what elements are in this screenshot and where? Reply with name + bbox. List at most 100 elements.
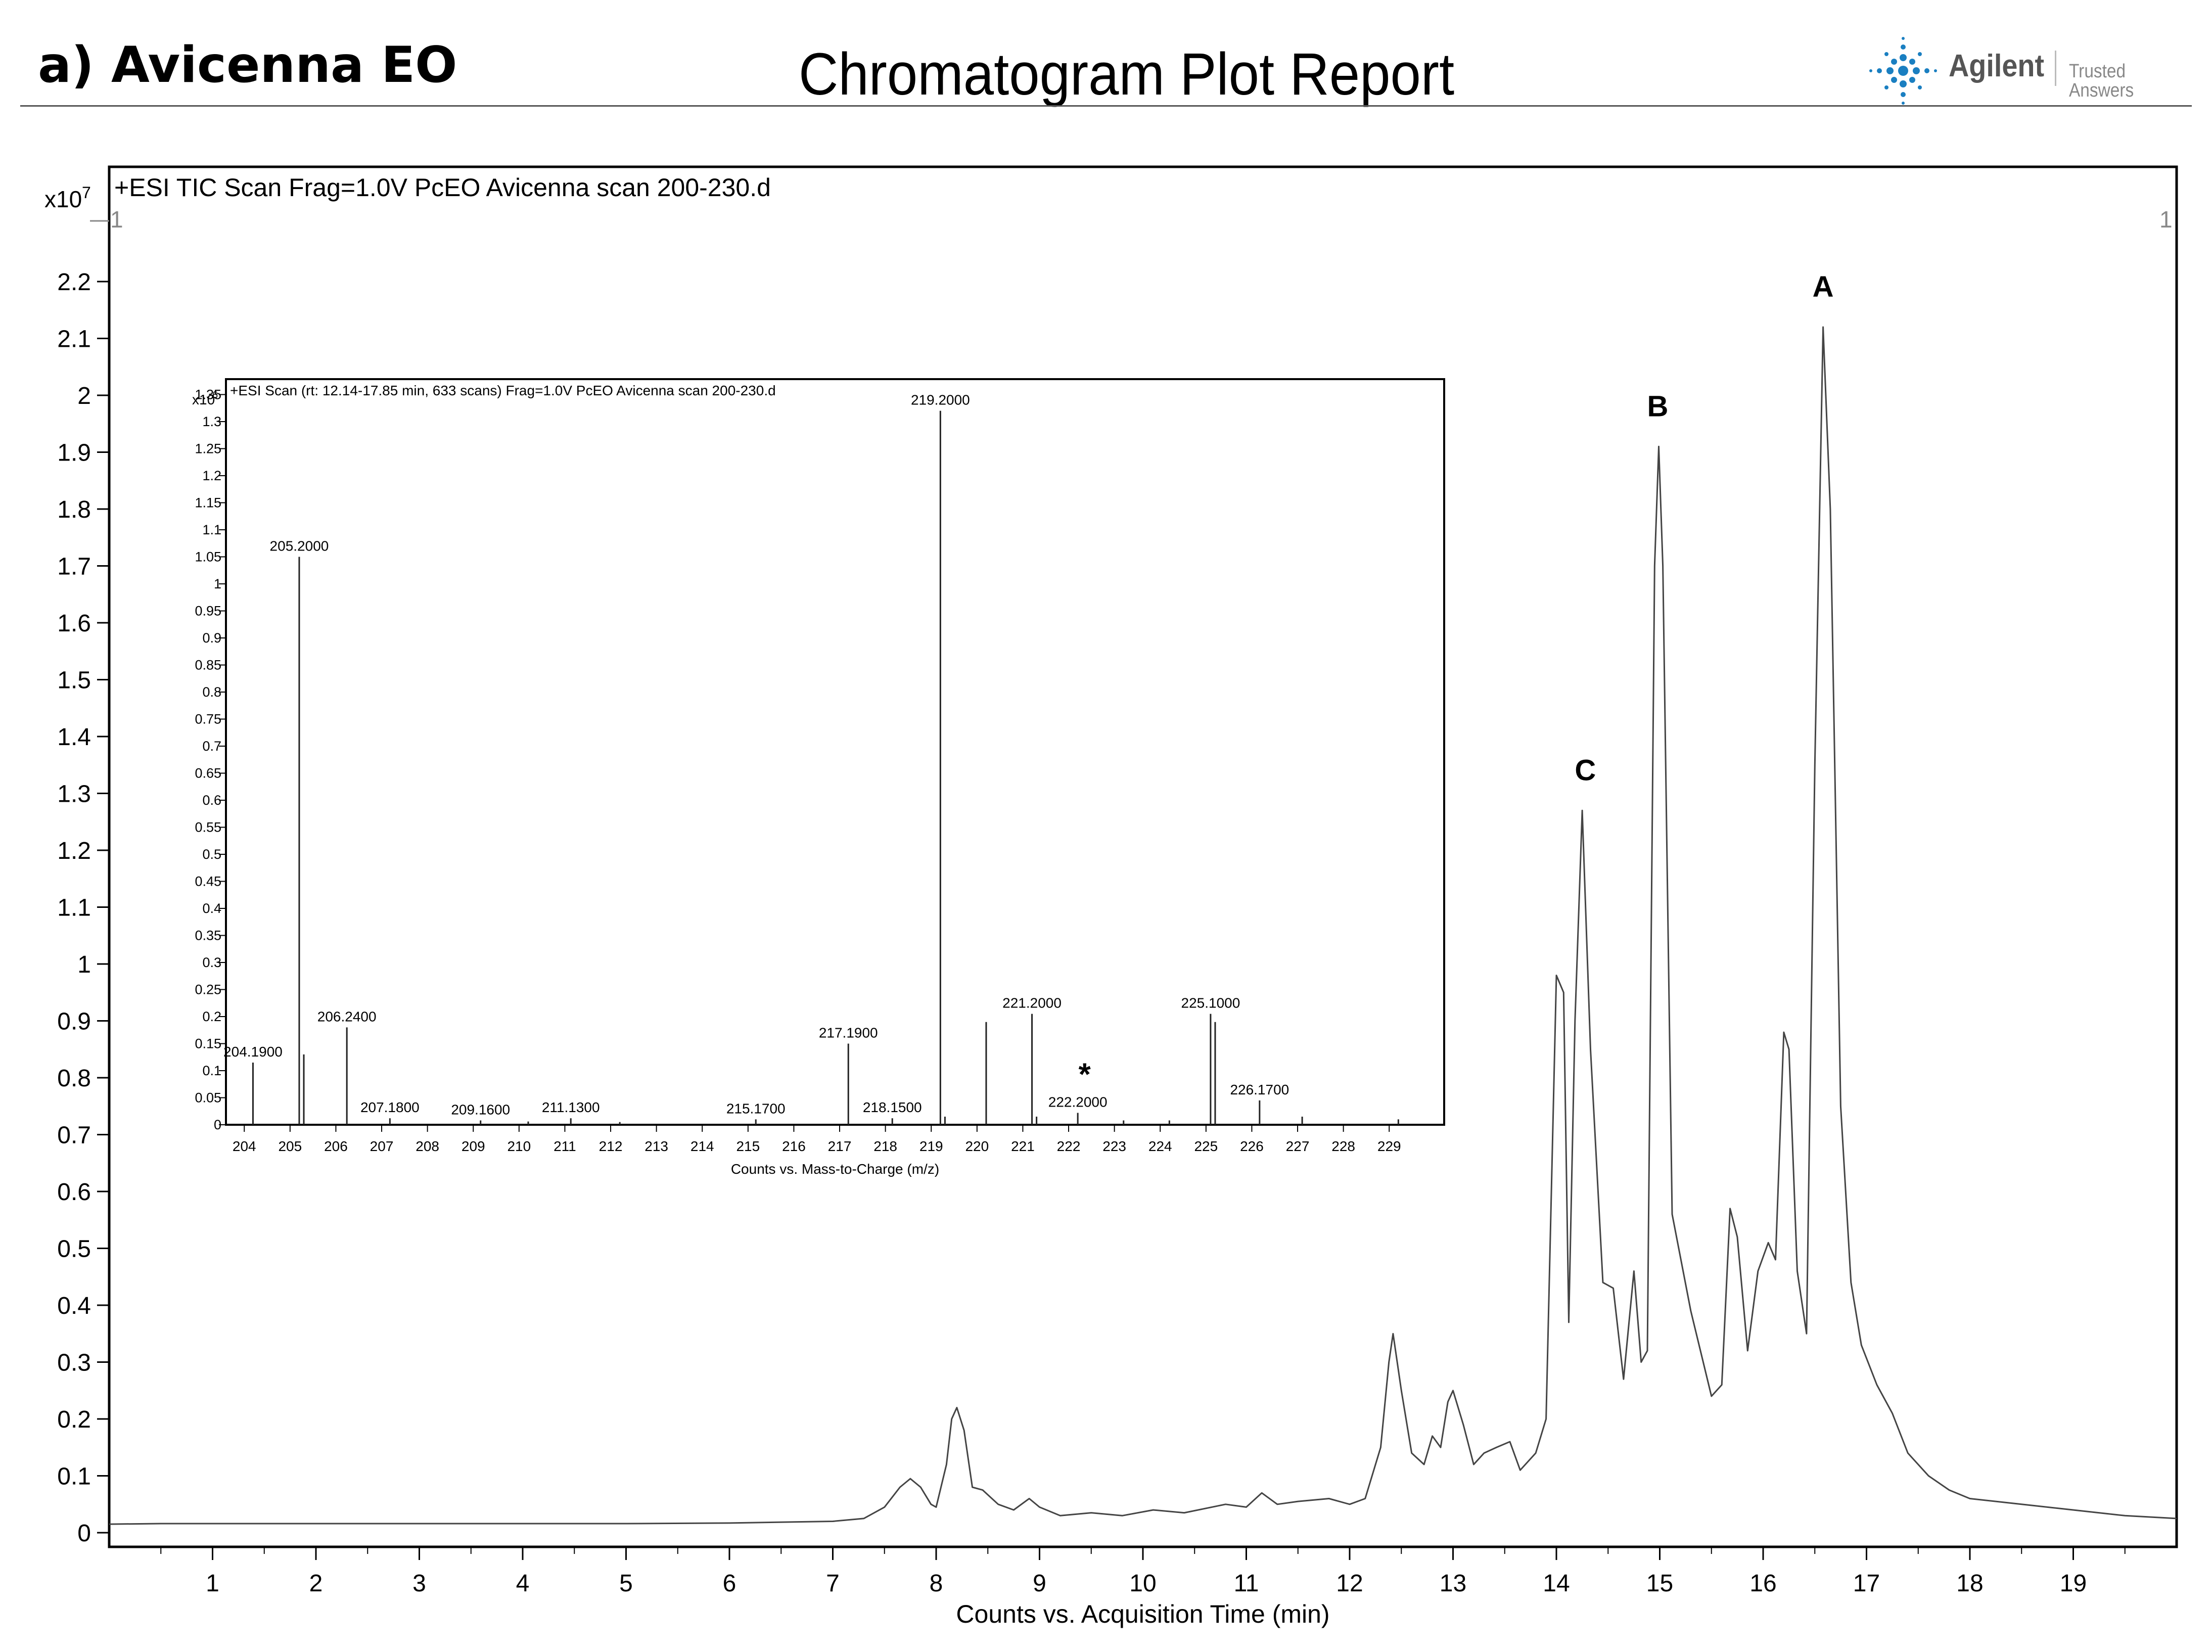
ms-asterisk-annotation: * <box>1079 1057 1091 1092</box>
tic-y-tick-label: 0.2 <box>57 1406 91 1433</box>
ms-y-tick-label: 1.25 <box>195 441 221 456</box>
tic-x-tick-label: 8 <box>930 1570 943 1597</box>
ms-x-tick-label: 213 <box>644 1138 668 1154</box>
ms-y-tick-label: 1.05 <box>195 549 221 565</box>
ms-x-tick-label: 226 <box>1240 1138 1264 1154</box>
ms-y-tick-label: 0.35 <box>195 928 221 943</box>
ms-y-multiplier: x10 <box>192 392 215 407</box>
ms-x-tick-label: 205 <box>278 1138 302 1154</box>
tic-x-tick-label: 2 <box>309 1570 323 1597</box>
ms-peak-label: 226.1700 <box>1230 1082 1289 1097</box>
ms-y-tick-label: 0.45 <box>195 874 221 889</box>
tic-peak-label: A <box>1813 270 1834 303</box>
tic-x-tick-label: 3 <box>412 1570 426 1597</box>
ms-y-tick-label: 0.25 <box>195 982 221 997</box>
tic-trace-line <box>109 326 2177 1525</box>
tic-y-tick-label: 0.5 <box>57 1236 91 1263</box>
ms-peak-label: 205.2000 <box>270 538 329 554</box>
tic-y-tick-label: 1.6 <box>57 610 91 637</box>
ms-title: +ESI Scan (rt: 12.14-17.85 min, 633 scan… <box>230 383 776 398</box>
ms-peak-label: 221.2000 <box>1002 995 1062 1011</box>
tic-title: +ESI TIC Scan Frag=1.0V PcEO Avicenna sc… <box>114 173 771 202</box>
ms-x-axis-label: Counts vs. Mass-to-Charge (m/z) <box>731 1161 939 1177</box>
ms-x-tick-label: 209 <box>462 1138 485 1154</box>
sample-label: a) Avicenna EO <box>38 36 457 94</box>
ms-peak-label: 217.1900 <box>819 1025 878 1041</box>
ms-y-tick-label: 0.3 <box>202 955 221 970</box>
tic-y-tick-label: 2 <box>77 383 91 409</box>
ms-y-tick-label: 1.3 <box>202 414 221 429</box>
tic-y-tick-label: 0.3 <box>57 1350 91 1376</box>
tic-y-tick-label: 1.5 <box>57 667 91 694</box>
tic-y-tick-label: 0 <box>77 1520 91 1547</box>
ms-x-tick-label: 220 <box>965 1138 989 1154</box>
tic-x-axis-label: Counts vs. Acquisition Time (min) <box>956 1600 1329 1628</box>
tic-x-tick-label: 18 <box>1956 1570 1983 1597</box>
tic-x-tick-label: 10 <box>1129 1570 1156 1597</box>
tic-y-tick-label: 2.2 <box>57 269 91 296</box>
ms-peak-label: 206.2400 <box>317 1008 377 1024</box>
tic-x-tick-label: 16 <box>1749 1570 1776 1597</box>
brand-divider <box>2055 51 2056 86</box>
ms-x-tick-label: 208 <box>416 1138 439 1154</box>
ms-x-tick-label: 222 <box>1057 1138 1081 1154</box>
ms-y-tick-label: 1.1 <box>202 522 221 537</box>
ms-y-tick-label: 0.8 <box>202 684 221 700</box>
ms-x-tick-label: 221 <box>1011 1138 1035 1154</box>
ms-peak-label: 207.1800 <box>360 1099 420 1115</box>
ms-x-tick-label: 212 <box>599 1138 623 1154</box>
tic-x-tick-label: 19 <box>2060 1570 2087 1597</box>
ms-peak-label: 211.1300 <box>542 1099 600 1115</box>
ms-y-tick-label: 0.4 <box>202 901 221 916</box>
ms-x-tick-label: 210 <box>507 1138 531 1154</box>
ms-y-tick-label: 0.7 <box>202 739 221 754</box>
ms-peak-label: 204.1900 <box>223 1044 283 1060</box>
ms-y-tick-label: 0.95 <box>195 604 221 619</box>
ms-y-tick-label: 1.15 <box>195 495 221 511</box>
ms-peak-label: 215.1700 <box>726 1100 786 1116</box>
header-divider <box>20 105 2192 107</box>
tic-y-exponent: 7 <box>82 183 91 202</box>
tic-x-tick-label: 11 <box>1234 1570 1259 1597</box>
ms-peak-label: 219.2000 <box>911 392 970 408</box>
ms-y-tick-label: 0.9 <box>202 630 221 646</box>
ms-x-tick-label: 217 <box>828 1138 852 1154</box>
tic-x-tick-label: 17 <box>1853 1570 1880 1597</box>
ms-x-tick-label: 224 <box>1148 1138 1172 1154</box>
ms-x-tick-label: 225 <box>1194 1138 1218 1154</box>
ms-y-tick-label: 0.55 <box>195 820 221 835</box>
ms-x-tick-label: 223 <box>1102 1138 1126 1154</box>
tic-y-tick-label: 1.4 <box>57 724 91 751</box>
ms-peak-label: 218.1500 <box>863 1099 922 1115</box>
tic-x-tick-label: 5 <box>619 1570 633 1597</box>
ms-inset-frame <box>225 378 1445 1126</box>
ms-y-tick-label: 1 <box>214 576 221 591</box>
tic-y-tick-label: 0.1 <box>57 1463 91 1490</box>
agilent-spark-icon <box>1869 37 1937 105</box>
report-title: Chromatogram Plot Report <box>799 41 1455 108</box>
ms-x-tick-label: 229 <box>1377 1138 1401 1154</box>
ms-y-tick-label: 1.35 <box>195 387 221 402</box>
tic-y-tick-label: 0.7 <box>57 1122 91 1149</box>
ms-peak-label: 209.1600 <box>451 1102 510 1117</box>
ms-y-tick-label: 0.05 <box>195 1090 221 1106</box>
ms-y-tick-label: 0 <box>214 1117 221 1132</box>
tic-y-multiplier: x10 <box>44 186 82 212</box>
tic-y-tick-label: 0.8 <box>57 1065 91 1092</box>
tic-y-tick-label: 1.2 <box>57 838 91 864</box>
tic-peak-label: C <box>1575 754 1596 787</box>
ms-x-tick-label: 227 <box>1286 1138 1310 1154</box>
ms-x-tick-label: 215 <box>736 1138 760 1154</box>
tic-x-tick-label: 7 <box>826 1570 840 1597</box>
tic-y-tick-label: 1.3 <box>57 781 91 808</box>
ms-x-tick-label: 206 <box>324 1138 348 1154</box>
tic-corner-label-right: 1 <box>2159 206 2173 233</box>
ms-y-tick-label: 0.65 <box>195 766 221 781</box>
brand-tagline: Trusted Answers <box>2069 61 2134 101</box>
ms-y-tick-label: 0.75 <box>195 712 221 727</box>
ms-y-tick-label: 0.6 <box>202 793 221 808</box>
tic-y-tick-label: 1.9 <box>57 440 91 467</box>
tic-y-tick-label: 0.9 <box>57 1008 91 1035</box>
tic-x-tick-label: 14 <box>1543 1570 1570 1597</box>
